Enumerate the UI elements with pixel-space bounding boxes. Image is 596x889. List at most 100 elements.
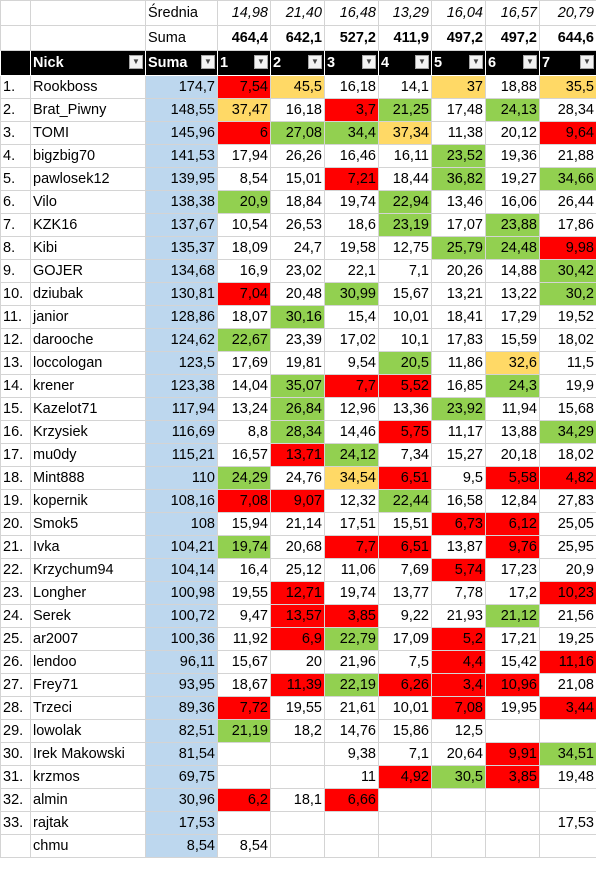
round-score-cell[interactable]: 20,26 [431, 259, 486, 283]
sum-value[interactable]: 527,2 [324, 25, 379, 51]
round-score-cell[interactable]: 19,48 [539, 765, 596, 789]
round-score-cell[interactable]: 11,38 [431, 121, 486, 145]
round-score-cell[interactable]: 15,01 [270, 167, 325, 191]
sum-cell[interactable]: 148,55 [145, 98, 218, 122]
sum-value[interactable]: 411,9 [378, 25, 432, 51]
round-score-cell[interactable]: 7,21 [324, 167, 379, 191]
round-score-cell[interactable] [378, 788, 432, 812]
round-score-cell[interactable]: 13,71 [270, 443, 325, 467]
round-score-cell[interactable]: 17,07 [431, 213, 486, 237]
round-score-cell[interactable]: 24,12 [324, 443, 379, 467]
round-score-cell[interactable] [431, 811, 486, 835]
round-score-cell[interactable]: 25,95 [539, 535, 596, 559]
round-score-cell[interactable]: 26,84 [270, 397, 325, 421]
round-score-cell[interactable]: 15,42 [485, 650, 540, 674]
rank-cell[interactable]: 30. [0, 742, 31, 766]
sum-value[interactable]: 464,4 [217, 25, 271, 51]
round-score-cell[interactable]: 20 [270, 650, 325, 674]
round-score-cell[interactable] [270, 765, 325, 789]
rank-cell[interactable]: 1. [0, 75, 31, 99]
round-score-cell[interactable]: 15,59 [485, 328, 540, 352]
round-score-cell[interactable] [217, 765, 271, 789]
sum-cell[interactable]: 139,95 [145, 167, 218, 191]
sum-cell[interactable]: 145,96 [145, 121, 218, 145]
nick-cell[interactable]: almin [30, 788, 146, 812]
round-score-cell[interactable] [378, 834, 432, 858]
round-score-cell[interactable]: 19,74 [217, 535, 271, 559]
nick-cell[interactable]: Irek Makowski [30, 742, 146, 766]
rank-cell[interactable]: 17. [0, 443, 31, 467]
round-score-cell[interactable]: 27,83 [539, 489, 596, 513]
sum-cell[interactable]: 104,14 [145, 558, 218, 582]
round-score-cell[interactable]: 18,07 [217, 305, 271, 329]
nick-cell[interactable]: bigzbig70 [30, 144, 146, 168]
nick-cell[interactable]: TOMI [30, 121, 146, 145]
rank-cell[interactable]: 25. [0, 627, 31, 651]
round-score-cell[interactable]: 13,88 [485, 420, 540, 444]
empty-cell[interactable] [30, 0, 146, 26]
round-score-cell[interactable]: 21,96 [324, 650, 379, 674]
rank-cell[interactable]: 3. [0, 121, 31, 145]
round-score-cell[interactable]: 25,05 [539, 512, 596, 536]
round-score-cell[interactable]: 27,08 [270, 121, 325, 145]
round-score-cell[interactable]: 18,6 [324, 213, 379, 237]
rank-cell[interactable]: 32. [0, 788, 31, 812]
empty-cell[interactable] [30, 25, 146, 51]
round-score-cell[interactable]: 24,48 [485, 236, 540, 260]
round-score-cell[interactable]: 19,27 [485, 167, 540, 191]
nick-cell[interactable]: Krzysiek [30, 420, 146, 444]
round-score-cell[interactable]: 7,54 [217, 75, 271, 99]
round-score-cell[interactable]: 22,94 [378, 190, 432, 214]
nick-cell[interactable]: lendoo [30, 650, 146, 674]
round-score-cell[interactable]: 15,86 [378, 719, 432, 743]
round-score-cell[interactable]: 11,86 [431, 351, 486, 375]
round-score-cell[interactable]: 12,71 [270, 581, 325, 605]
nick-cell[interactable]: krener [30, 374, 146, 398]
round-score-cell[interactable]: 7,08 [217, 489, 271, 513]
round-score-cell[interactable]: 26,53 [270, 213, 325, 237]
sum-cell[interactable]: 130,81 [145, 282, 218, 306]
round-score-cell[interactable]: 7,1 [378, 259, 432, 283]
round-score-cell[interactable]: 7,78 [431, 581, 486, 605]
round-score-cell[interactable]: 7,04 [217, 282, 271, 306]
round-score-cell[interactable]: 11,06 [324, 558, 379, 582]
round-score-cell[interactable]: 5,74 [431, 558, 486, 582]
round-score-cell[interactable]: 18,67 [217, 673, 271, 697]
rank-cell[interactable]: 21. [0, 535, 31, 559]
sum-cell[interactable]: 137,67 [145, 213, 218, 237]
header-round-1[interactable]: 1 ▼ [217, 50, 271, 76]
sum-value[interactable]: 497,2 [431, 25, 486, 51]
sum-cell[interactable]: 124,62 [145, 328, 218, 352]
sum-cell[interactable]: 141,53 [145, 144, 218, 168]
round-score-cell[interactable]: 15,94 [217, 512, 271, 536]
nick-cell[interactable]: Krzychum94 [30, 558, 146, 582]
rank-cell[interactable] [0, 834, 31, 858]
rank-cell[interactable]: 14. [0, 374, 31, 398]
round-score-cell[interactable]: 16,18 [324, 75, 379, 99]
round-score-cell[interactable]: 17,29 [485, 305, 540, 329]
sum-cell[interactable]: 116,69 [145, 420, 218, 444]
nick-cell[interactable]: janior [30, 305, 146, 329]
rank-cell[interactable]: 22. [0, 558, 31, 582]
round-score-cell[interactable] [485, 788, 540, 812]
round-score-cell[interactable]: 14,76 [324, 719, 379, 743]
round-score-cell[interactable]: 20,9 [217, 190, 271, 214]
filter-dropdown-icon[interactable]: ▼ [254, 55, 268, 69]
round-score-cell[interactable]: 28,34 [539, 98, 596, 122]
round-score-cell[interactable]: 13,57 [270, 604, 325, 628]
round-score-cell[interactable]: 7,7 [324, 374, 379, 398]
sum-cell[interactable]: 100,98 [145, 581, 218, 605]
round-score-cell[interactable]: 12,75 [378, 236, 432, 260]
round-score-cell[interactable]: 37,47 [217, 98, 271, 122]
sum-label[interactable]: Suma [145, 25, 218, 51]
round-score-cell[interactable]: 19,81 [270, 351, 325, 375]
round-score-cell[interactable]: 20,48 [270, 282, 325, 306]
round-score-cell[interactable]: 9,07 [270, 489, 325, 513]
round-score-cell[interactable]: 34,29 [539, 420, 596, 444]
round-score-cell[interactable]: 12,96 [324, 397, 379, 421]
nick-cell[interactable]: lowolak [30, 719, 146, 743]
nick-cell[interactable]: Ivka [30, 535, 146, 559]
round-score-cell[interactable]: 7,69 [378, 558, 432, 582]
sum-cell[interactable]: 123,5 [145, 351, 218, 375]
round-score-cell[interactable] [270, 811, 325, 835]
